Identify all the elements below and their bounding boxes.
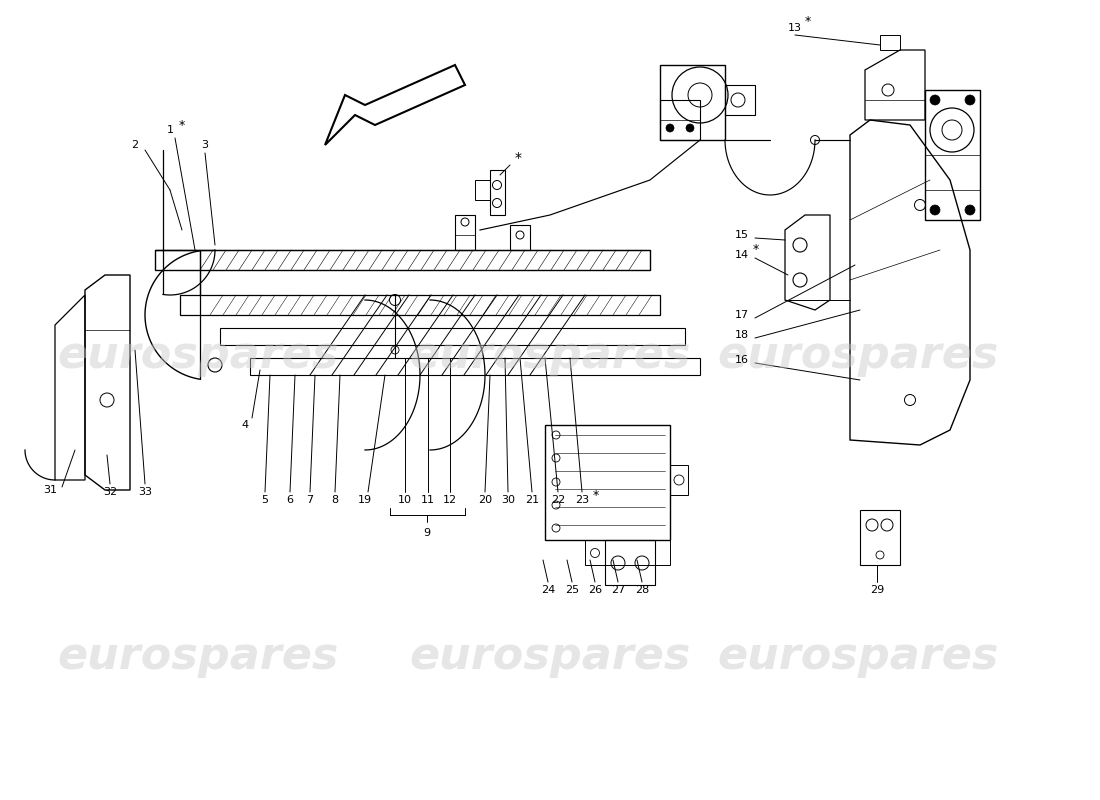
Text: 27: 27 bbox=[610, 585, 625, 595]
Text: 22: 22 bbox=[551, 495, 565, 505]
Text: *: * bbox=[593, 489, 600, 502]
Text: 7: 7 bbox=[307, 495, 314, 505]
Text: 29: 29 bbox=[870, 585, 884, 595]
Text: 14: 14 bbox=[735, 250, 749, 260]
Text: 4: 4 bbox=[241, 420, 249, 430]
Circle shape bbox=[965, 95, 975, 105]
Circle shape bbox=[666, 124, 674, 132]
Text: 5: 5 bbox=[262, 495, 268, 505]
Text: *: * bbox=[805, 15, 811, 29]
Text: 11: 11 bbox=[421, 495, 434, 505]
Text: 2: 2 bbox=[131, 140, 139, 150]
Circle shape bbox=[686, 124, 694, 132]
Text: 24: 24 bbox=[541, 585, 556, 595]
Text: 9: 9 bbox=[424, 528, 430, 538]
Text: 33: 33 bbox=[138, 487, 152, 497]
Text: 19: 19 bbox=[358, 495, 372, 505]
Text: 13: 13 bbox=[788, 23, 802, 33]
Text: *: * bbox=[515, 151, 521, 165]
Text: 25: 25 bbox=[565, 585, 579, 595]
Circle shape bbox=[930, 205, 940, 215]
Text: 1: 1 bbox=[166, 125, 174, 135]
Text: 18: 18 bbox=[735, 330, 749, 340]
Polygon shape bbox=[324, 65, 465, 145]
Text: 15: 15 bbox=[735, 230, 749, 240]
Text: 12: 12 bbox=[443, 495, 458, 505]
Text: 28: 28 bbox=[635, 585, 649, 595]
Circle shape bbox=[965, 205, 975, 215]
Text: 23: 23 bbox=[575, 495, 590, 505]
Text: 20: 20 bbox=[477, 495, 492, 505]
Text: *: * bbox=[752, 243, 759, 257]
Text: 31: 31 bbox=[43, 485, 57, 495]
Text: eurospares: eurospares bbox=[717, 634, 999, 678]
Text: 17: 17 bbox=[735, 310, 749, 320]
Text: 32: 32 bbox=[103, 487, 117, 497]
Circle shape bbox=[930, 95, 940, 105]
Text: 3: 3 bbox=[201, 140, 209, 150]
Text: 26: 26 bbox=[587, 585, 602, 595]
Text: eurospares: eurospares bbox=[57, 634, 339, 678]
Text: eurospares: eurospares bbox=[57, 334, 339, 378]
Text: 8: 8 bbox=[331, 495, 339, 505]
Text: *: * bbox=[179, 118, 185, 131]
Text: eurospares: eurospares bbox=[717, 334, 999, 378]
Text: 30: 30 bbox=[500, 495, 515, 505]
Text: 6: 6 bbox=[286, 495, 294, 505]
Text: eurospares: eurospares bbox=[409, 634, 691, 678]
Text: eurospares: eurospares bbox=[409, 334, 691, 378]
Text: 21: 21 bbox=[525, 495, 539, 505]
Text: 16: 16 bbox=[735, 355, 749, 365]
Text: 10: 10 bbox=[398, 495, 412, 505]
